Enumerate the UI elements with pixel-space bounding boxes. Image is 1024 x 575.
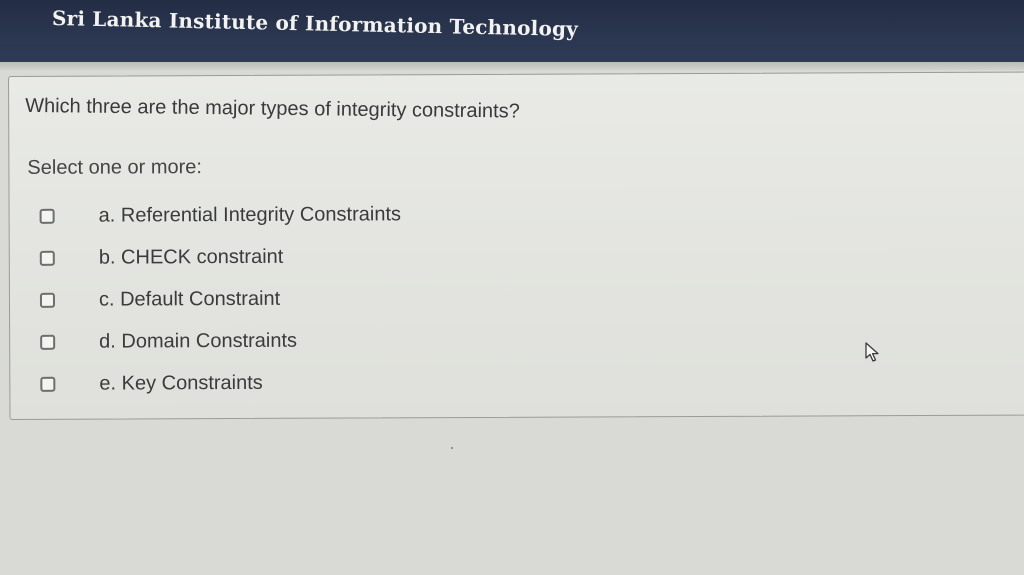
answer-option-e[interactable]: e. Key Constraints xyxy=(40,361,402,405)
checkbox-option-e[interactable] xyxy=(40,376,56,392)
site-title: Sri Lanka Institute of Information Techn… xyxy=(51,6,579,42)
site-header: Sri Lanka Institute of Information Techn… xyxy=(0,0,1024,62)
option-label-c[interactable]: c. Default Constraint xyxy=(98,287,281,311)
option-label-a[interactable]: a. Referential Integrity Constraints xyxy=(98,202,402,227)
checkbox-option-c[interactable] xyxy=(39,292,56,308)
answer-option-d[interactable]: d. Domain Constraints xyxy=(40,319,402,363)
checkbox-option-a[interactable] xyxy=(39,208,55,224)
option-label-d[interactable]: d. Domain Constraints xyxy=(99,329,298,353)
option-label-b[interactable]: b. CHECK constraint xyxy=(98,245,284,269)
mouse-pointer-icon xyxy=(865,342,879,362)
select-prompt: Select one or more: xyxy=(27,156,202,179)
header-divider xyxy=(0,62,1024,70)
option-label-e[interactable]: e. Key Constraints xyxy=(99,371,263,395)
checkbox-option-d[interactable] xyxy=(40,334,56,350)
answer-option-a[interactable]: a. Referential Integrity Constraints xyxy=(39,193,402,237)
question-panel: Which three are the major types of integ… xyxy=(8,71,1024,420)
answer-options: a. Referential Integrity Constraints b. … xyxy=(39,193,402,405)
answer-option-c[interactable]: c. Default Constraint xyxy=(39,277,402,321)
answer-option-b[interactable]: b. CHECK constraint xyxy=(39,235,402,279)
question-text: Which three are the major types of integ… xyxy=(25,94,520,123)
screen-speck xyxy=(451,447,453,449)
checkbox-option-b[interactable] xyxy=(39,250,55,266)
